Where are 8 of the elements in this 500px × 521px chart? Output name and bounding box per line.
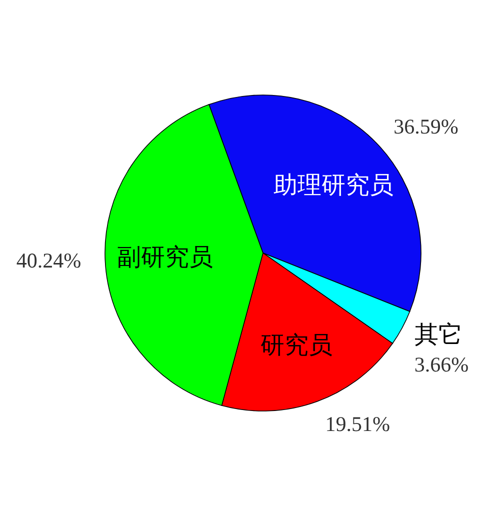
slice-label: 助理研究员: [273, 170, 394, 199]
slice-label: 其它: [414, 320, 462, 349]
slice-label: 副研究员: [117, 243, 214, 272]
slice-label: 研究员: [260, 331, 332, 360]
data-label: 40.24%: [16, 248, 82, 273]
data-label: 3.66%: [414, 352, 469, 377]
data-label: 36.59%: [394, 114, 458, 138]
data-label: 19.51%: [325, 412, 390, 436]
